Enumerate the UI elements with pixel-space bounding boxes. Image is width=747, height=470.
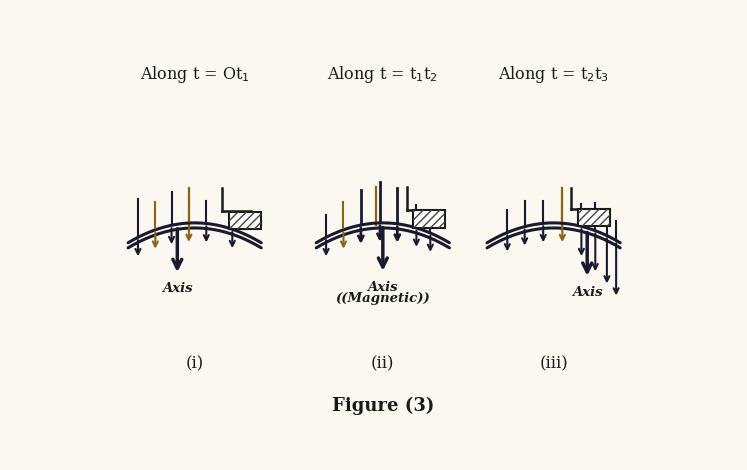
Bar [229,212,261,229]
Text: Axis: Axis [368,281,398,294]
Bar [413,210,444,227]
Bar [578,209,610,226]
Text: Along t = t$_1$t$_2$: Along t = t$_1$t$_2$ [327,63,438,85]
Text: (ii): (ii) [371,355,394,372]
Text: Along t = Ot$_1$: Along t = Ot$_1$ [140,63,249,85]
Text: (i): (i) [185,355,204,372]
Bar [578,209,610,226]
Text: ((Magnetic)): ((Magnetic)) [335,291,430,305]
Text: Along t = t$_2$t$_3$: Along t = t$_2$t$_3$ [498,63,609,85]
Bar [229,212,261,229]
Text: Figure (3): Figure (3) [332,397,434,415]
Bar [413,210,444,227]
Text: (iii): (iii) [539,355,568,372]
Text: Axis: Axis [162,282,193,295]
Text: Axis: Axis [572,286,603,299]
